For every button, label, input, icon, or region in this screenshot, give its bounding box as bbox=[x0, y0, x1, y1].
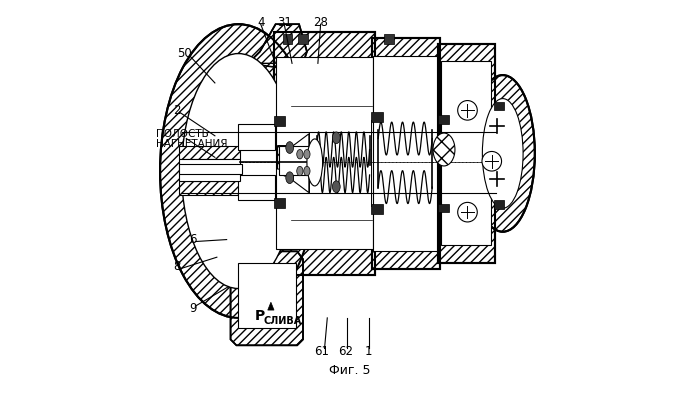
Bar bbox=[238, 124, 275, 149]
Ellipse shape bbox=[181, 53, 295, 288]
Ellipse shape bbox=[470, 75, 535, 232]
Bar bbox=[494, 102, 504, 110]
Ellipse shape bbox=[304, 149, 310, 159]
Text: 31: 31 bbox=[276, 16, 292, 29]
Ellipse shape bbox=[160, 24, 316, 318]
Bar bbox=[438, 116, 449, 124]
Text: 6: 6 bbox=[189, 233, 196, 246]
Polygon shape bbox=[293, 134, 309, 193]
Text: $\mathbf{P}$: $\mathbf{P}$ bbox=[254, 309, 266, 323]
Bar bbox=[276, 57, 372, 250]
Bar bbox=[438, 204, 449, 212]
Bar bbox=[238, 175, 275, 200]
Text: ПОЛОСТЬ: ПОЛОСТЬ bbox=[156, 129, 209, 139]
Bar bbox=[274, 32, 375, 275]
Polygon shape bbox=[268, 302, 274, 310]
Bar bbox=[384, 34, 394, 44]
Ellipse shape bbox=[297, 166, 303, 176]
Ellipse shape bbox=[433, 133, 455, 166]
Bar bbox=[238, 175, 275, 200]
Text: НАГНЕТАНИЯ: НАГНЕТАНИЯ bbox=[156, 139, 228, 149]
Bar bbox=[438, 44, 495, 263]
Bar bbox=[179, 145, 239, 159]
Ellipse shape bbox=[332, 132, 340, 143]
Circle shape bbox=[458, 101, 477, 120]
Ellipse shape bbox=[332, 181, 340, 193]
Bar bbox=[494, 200, 504, 209]
Text: СЛИВА: СЛИВА bbox=[263, 316, 301, 326]
Bar bbox=[179, 159, 239, 181]
Bar bbox=[438, 44, 495, 263]
Bar bbox=[283, 34, 292, 44]
Circle shape bbox=[482, 151, 502, 171]
Ellipse shape bbox=[286, 141, 293, 153]
Bar bbox=[441, 61, 491, 246]
Bar bbox=[372, 38, 440, 269]
Text: 50: 50 bbox=[177, 47, 192, 60]
Bar bbox=[274, 32, 375, 275]
Bar bbox=[374, 55, 437, 252]
Ellipse shape bbox=[482, 99, 523, 208]
Ellipse shape bbox=[304, 166, 310, 176]
Text: 61: 61 bbox=[314, 345, 329, 358]
Text: 62: 62 bbox=[338, 345, 353, 358]
Ellipse shape bbox=[281, 162, 290, 176]
Bar bbox=[298, 34, 308, 44]
Polygon shape bbox=[278, 145, 293, 169]
Bar bbox=[274, 116, 286, 126]
Bar bbox=[238, 124, 275, 149]
Text: 28: 28 bbox=[313, 16, 328, 29]
Text: 1: 1 bbox=[365, 345, 372, 358]
Polygon shape bbox=[248, 24, 307, 67]
Polygon shape bbox=[230, 252, 303, 345]
Bar bbox=[371, 204, 382, 214]
Circle shape bbox=[458, 202, 477, 222]
Bar bbox=[371, 112, 382, 122]
Bar bbox=[274, 198, 286, 208]
Bar bbox=[239, 263, 296, 328]
Text: Фиг. 5: Фиг. 5 bbox=[329, 364, 371, 377]
Bar bbox=[279, 145, 317, 175]
Text: 9: 9 bbox=[189, 301, 196, 315]
Ellipse shape bbox=[307, 139, 323, 186]
Ellipse shape bbox=[286, 172, 293, 184]
Ellipse shape bbox=[281, 147, 290, 162]
Text: 4: 4 bbox=[257, 16, 265, 29]
Polygon shape bbox=[239, 63, 274, 122]
Text: 8: 8 bbox=[173, 261, 181, 274]
Text: 2: 2 bbox=[173, 104, 181, 117]
Bar bbox=[372, 38, 440, 269]
Bar bbox=[179, 164, 242, 174]
Bar bbox=[179, 181, 239, 195]
Polygon shape bbox=[239, 218, 274, 279]
Ellipse shape bbox=[297, 149, 303, 159]
